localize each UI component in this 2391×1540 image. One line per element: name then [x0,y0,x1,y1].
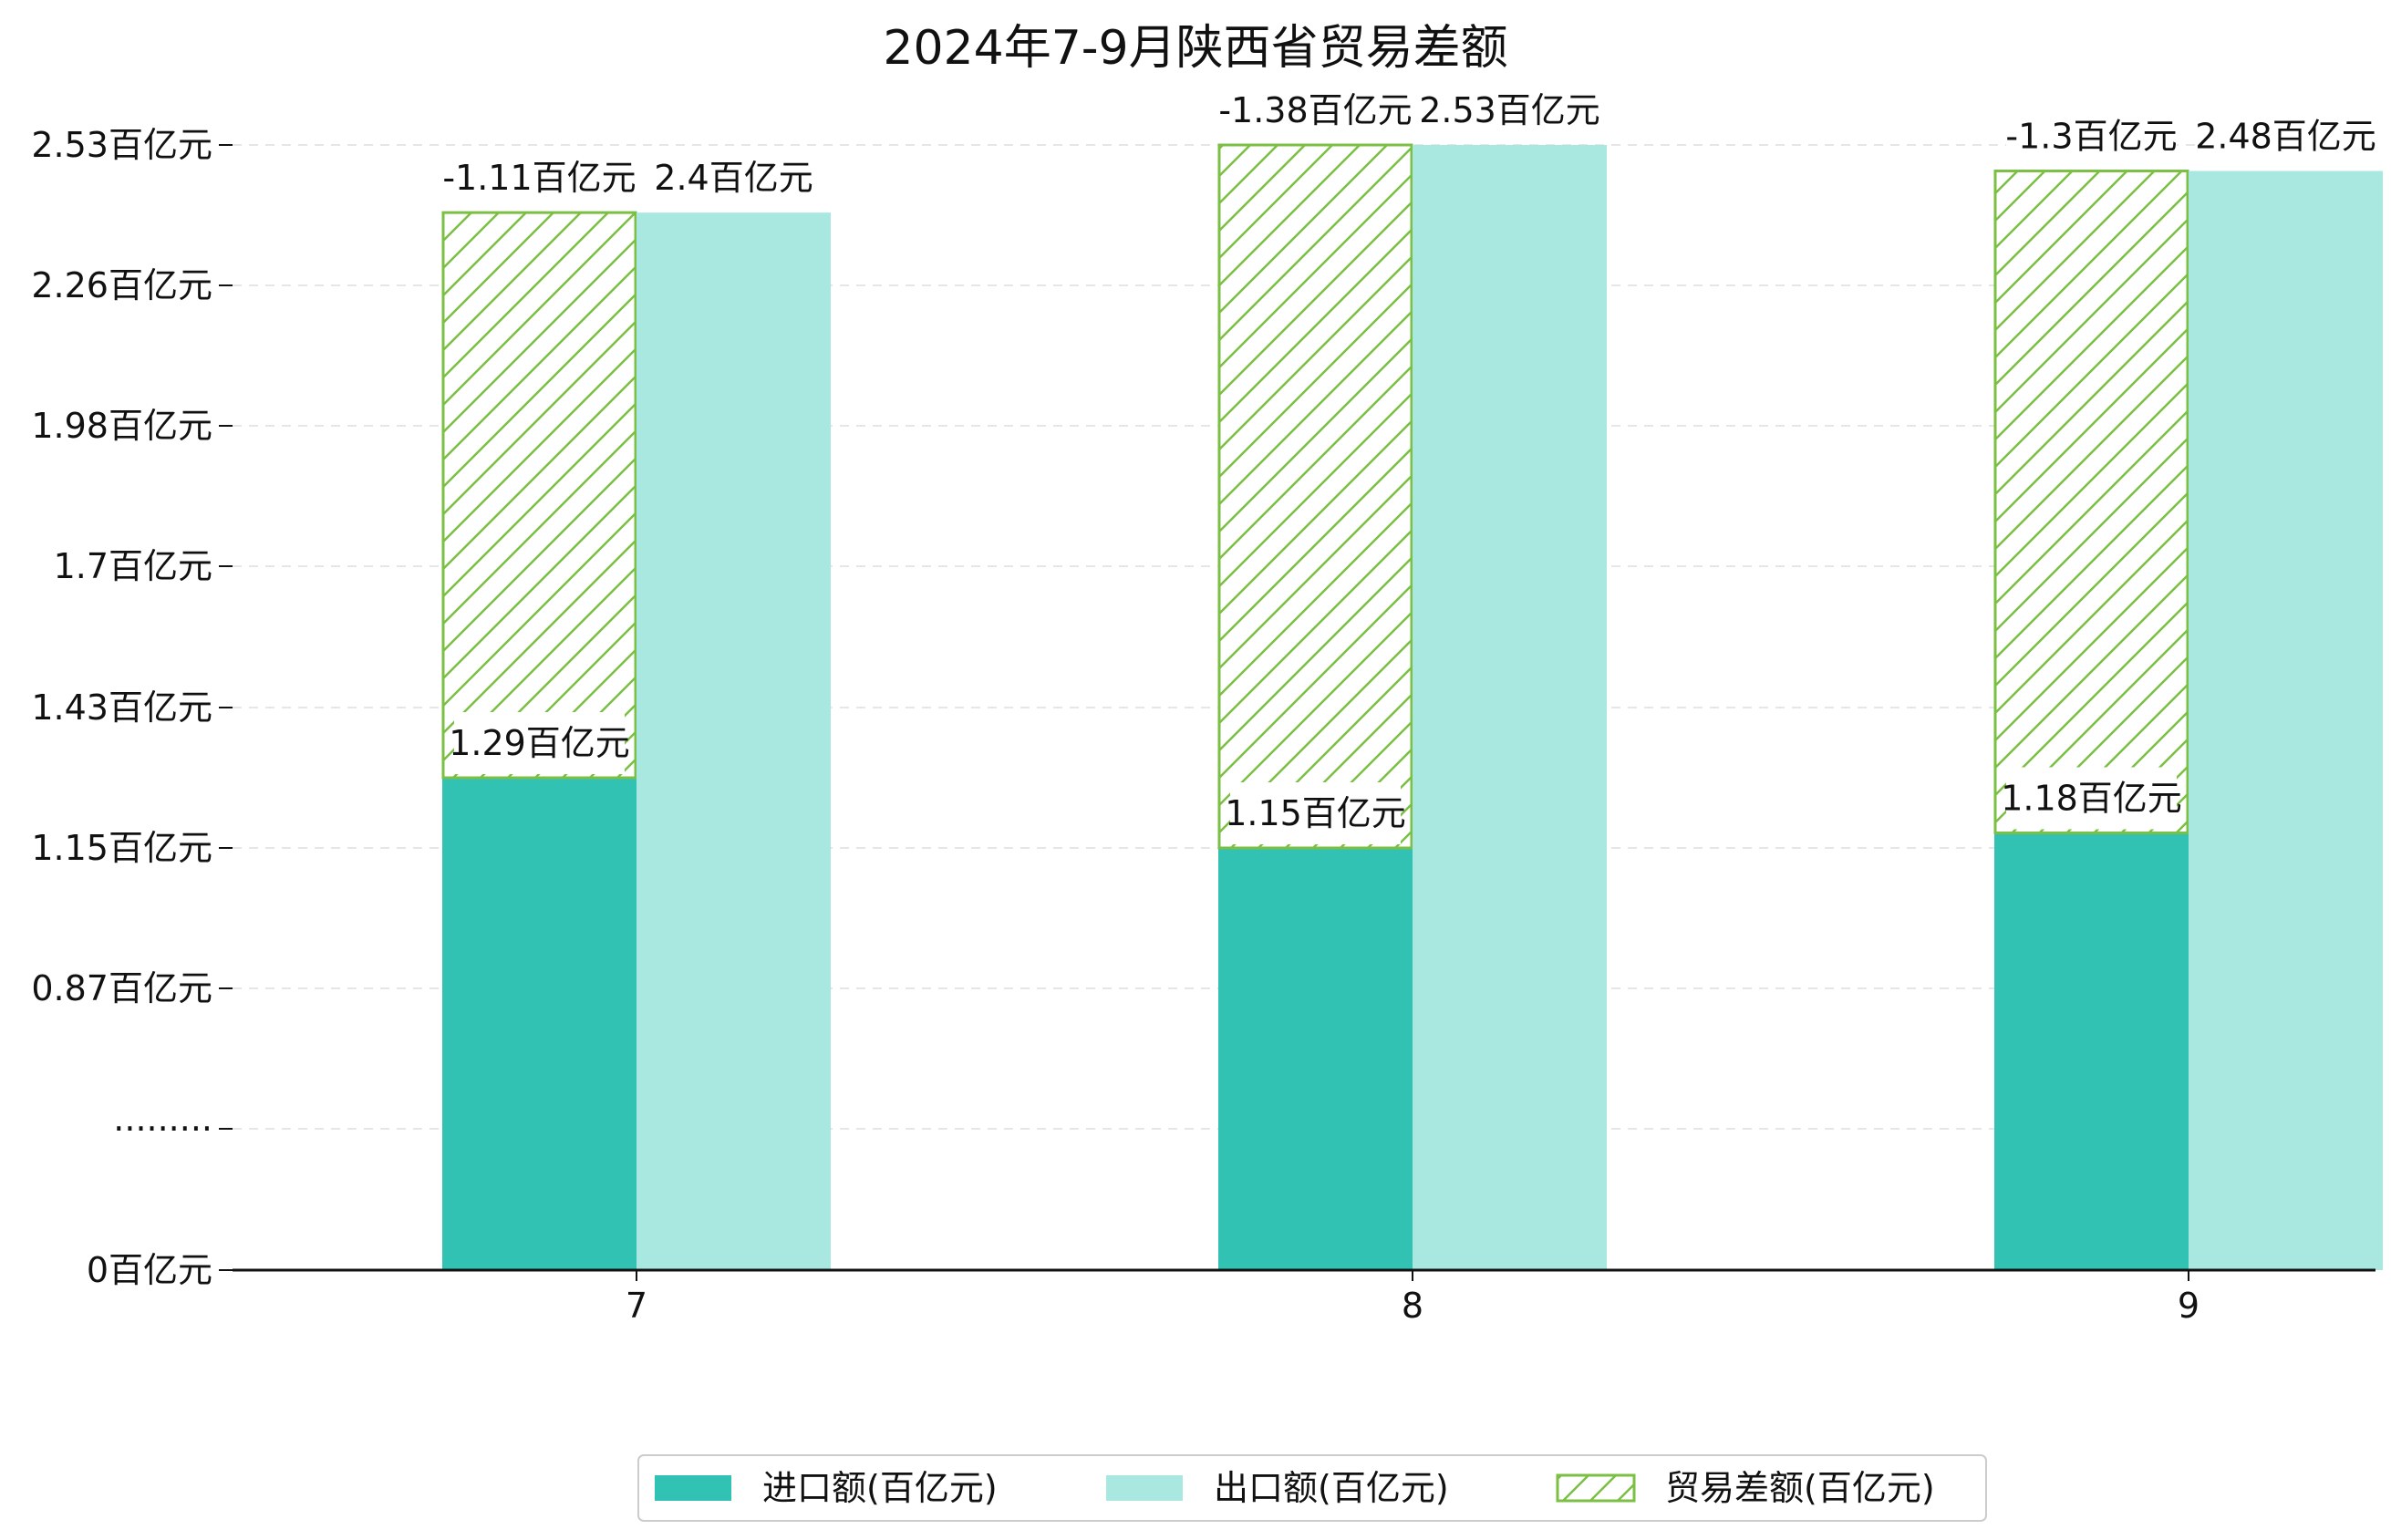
data-label: -1.3百亿元 [2005,117,2177,157]
data-label-bg [1424,79,1595,141]
legend: 进口额(百亿元) 出口额(百亿元) 贸易差额(百亿元) [637,1454,1987,1522]
x-tick-label: 8 [1402,1286,1423,1326]
legend-label: 出口额(百亿元) [1214,1468,1449,1508]
legend-box [637,1454,1987,1522]
data-label: 2.53百亿元 [1419,90,1600,130]
bar-export [637,212,831,1270]
data-label: 1.15百亿元 [1225,793,1406,833]
data-label: 1.29百亿元 [449,723,630,763]
y-tick-label: 1.43百亿元 [31,687,212,728]
legend-swatch [1556,1473,1636,1503]
data-label-bg [1230,782,1401,844]
bars [441,143,2383,1270]
legend-label: 进口额(百亿元) [762,1468,998,1508]
chart-title: 2024年7-9月陕西省贸易差额 [883,21,1507,76]
bar-trade-balance [1217,143,1413,850]
bar-import [1994,832,2189,1270]
y-tick-label: 1.15百亿元 [31,828,212,868]
data-label: -1.11百亿元 [442,158,636,198]
y-tick-label: 0百亿元 [87,1250,212,1290]
data-label-bg [658,147,809,210]
data-label-bg [2006,767,2177,830]
y-tick-label: 1.7百亿元 [54,546,212,586]
legend-swatch [655,1475,731,1501]
data-label-bg [454,712,625,774]
x-tick-label: 9 [2178,1286,2200,1326]
data-label: -1.38百亿元 [1218,90,1412,130]
y-tick-label: 2.53百亿元 [31,125,212,165]
axes: 0百亿元 ········· 0.87百亿元 1.15百亿元 1.43百亿元 1.7百亿元… [31,125,2375,1326]
x-tick-label: 7 [626,1286,647,1326]
data-label-bg [443,147,636,210]
bar-import [442,778,637,1270]
y-tick-label: ········· [113,1109,212,1149]
bar-export [1413,145,1607,1270]
data-label: 2.4百亿元 [654,158,813,198]
bar-export [2189,171,2383,1270]
legend-label: 贸易差额(百亿元) [1665,1468,1935,1508]
y-tick-label: 1.98百亿元 [31,406,212,446]
bar-trade-balance [441,211,637,780]
legend-swatch [1106,1475,1183,1501]
data-label-bg [2006,105,2177,168]
data-label-bg [2200,105,2371,168]
y-tick-label: 2.26百亿元 [31,265,212,305]
data-label: 1.18百亿元 [2001,779,2182,819]
data-label: 2.48百亿元 [2195,117,2376,157]
data-labels: 2.4百亿元 1.29百亿元 -1.11百亿元 2.53百亿元 1.15百亿元 -1.38… [442,79,2376,844]
bar-import [1218,848,1413,1270]
bar-trade-balance [1993,170,2189,835]
y-tick-label: 0.87百亿元 [31,968,212,1008]
data-label-bg [1219,79,1412,141]
